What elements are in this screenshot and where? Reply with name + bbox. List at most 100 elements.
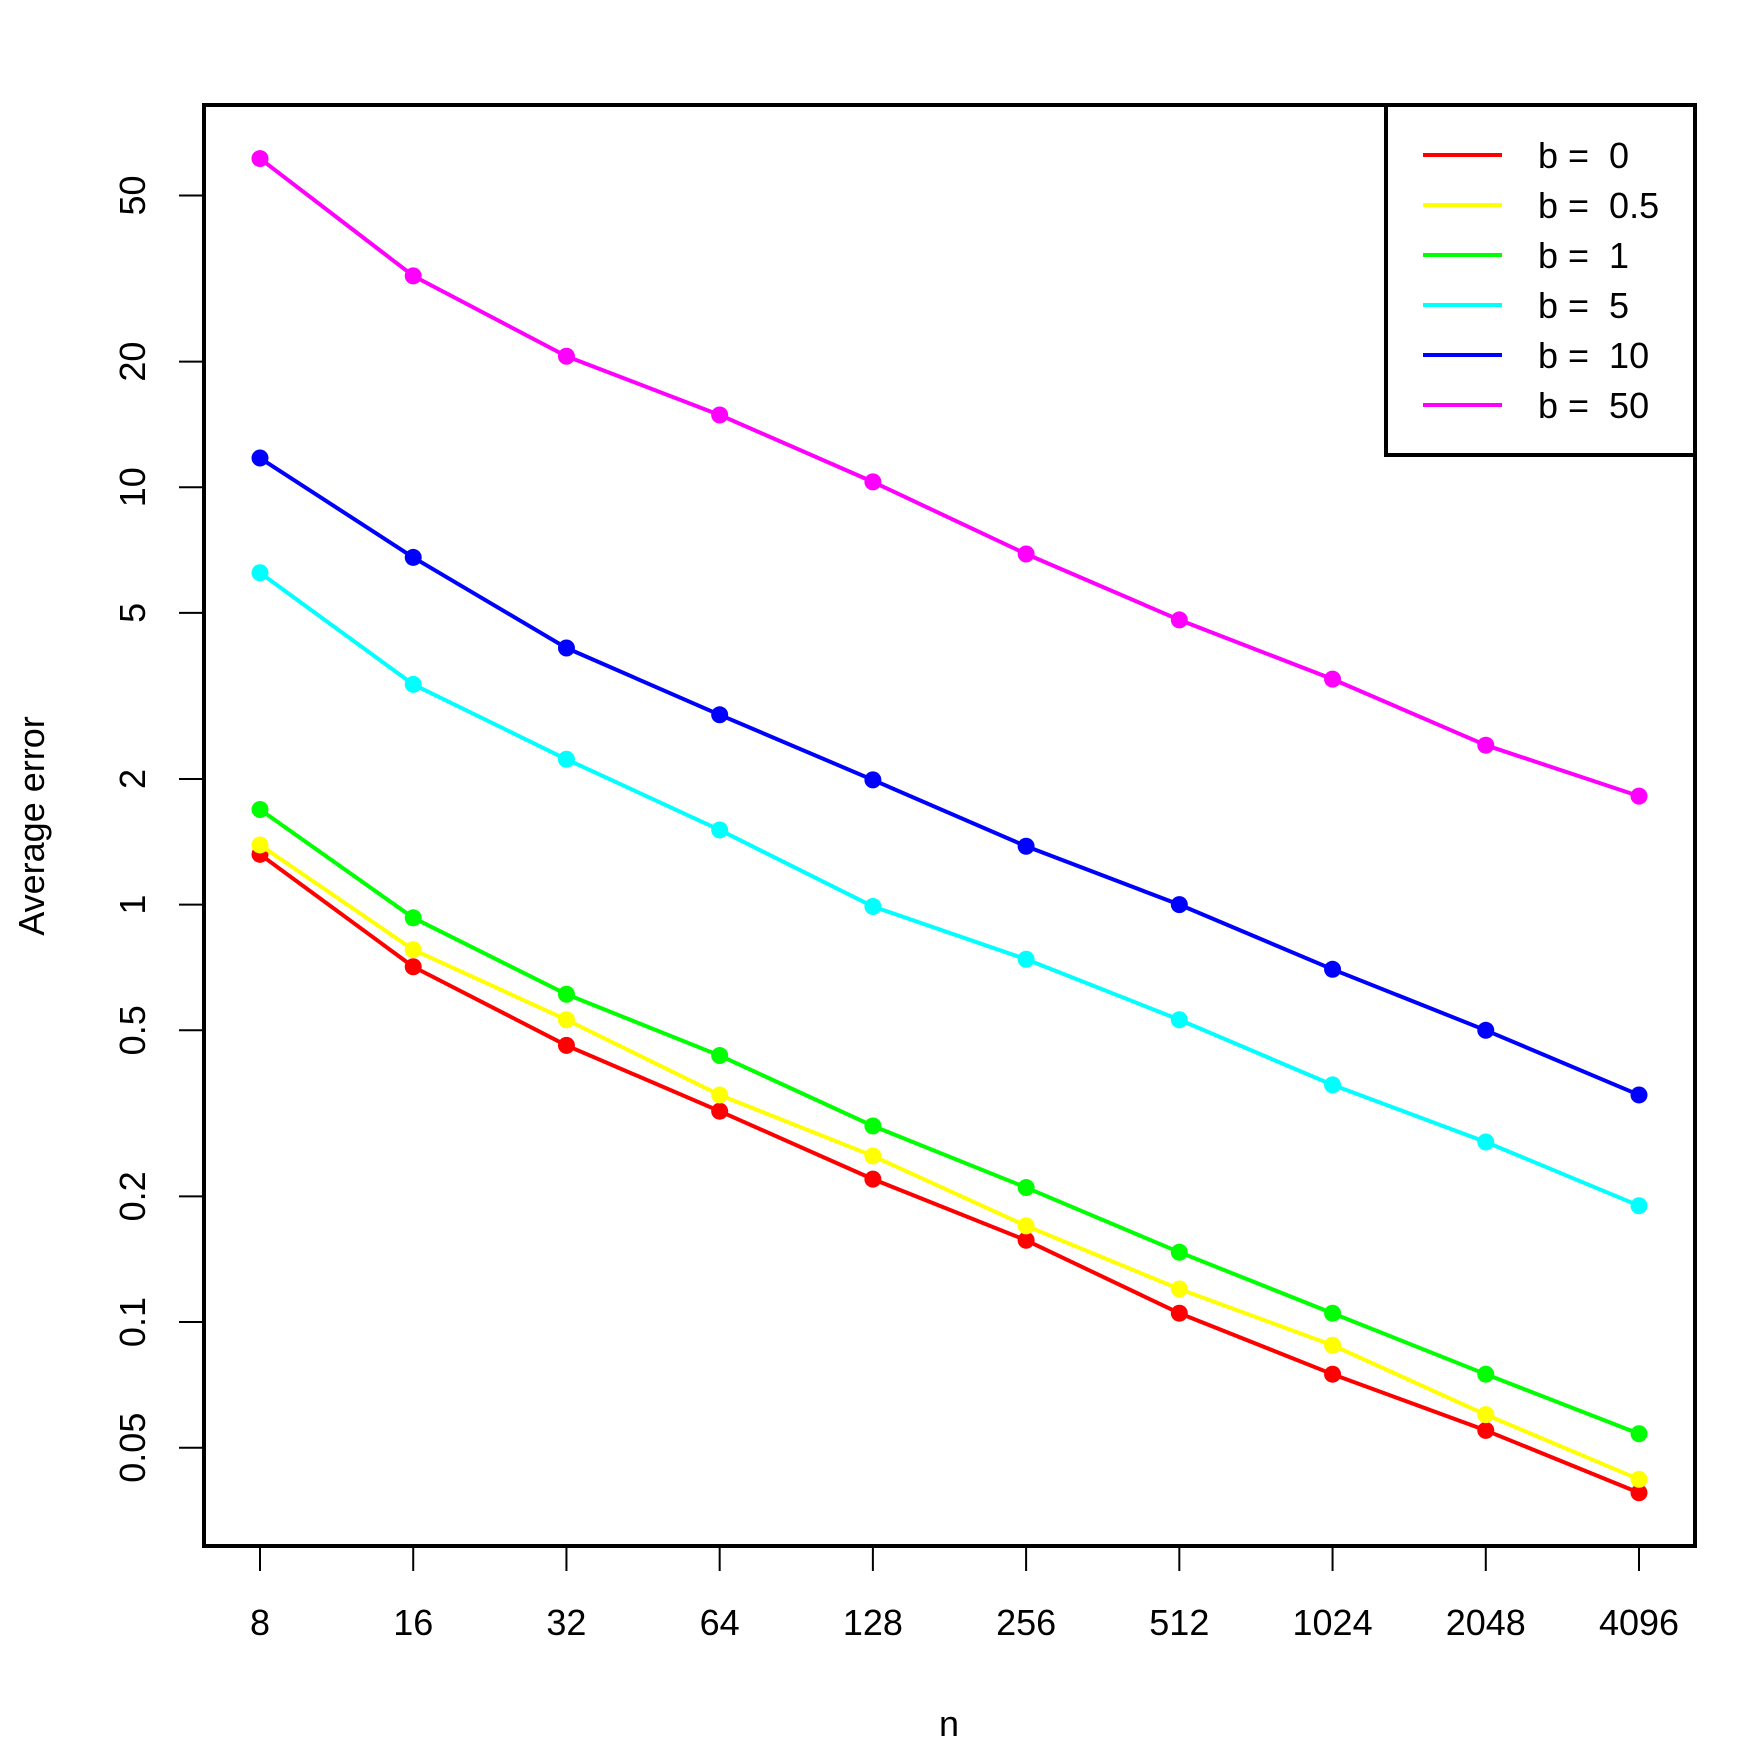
data-point [864, 1147, 882, 1165]
data-point [557, 985, 575, 1003]
data-point [864, 1117, 882, 1135]
series-line [258, 456, 1640, 1097]
data-point [404, 267, 422, 285]
series-line [258, 156, 1640, 798]
data-point [1477, 1421, 1495, 1439]
data-point [1630, 1484, 1648, 1502]
x-axis-label: n [939, 1703, 959, 1744]
data-point [1017, 545, 1035, 563]
data-point [1170, 896, 1188, 914]
data-point [557, 639, 575, 657]
data-point [251, 150, 269, 168]
series-line [258, 852, 1640, 1495]
data-point [1170, 611, 1188, 629]
plot-frame [202, 103, 1697, 1548]
data-point [711, 406, 729, 424]
data-point [864, 897, 882, 915]
data-point [1630, 1197, 1648, 1215]
legend-label: b = 10 [1538, 335, 1649, 376]
y-axis: 0.05 0.1 0.2 0.5 1 2 5 10 20 50 [112, 175, 204, 1483]
y-tick-label: 5 [112, 603, 153, 623]
data-point [711, 821, 729, 839]
data-point [557, 1011, 575, 1029]
data-point [557, 347, 575, 365]
y-axis-label: Average error [11, 716, 52, 935]
data-point [1477, 736, 1495, 754]
data-point [1170, 1243, 1188, 1261]
data-point [1630, 1470, 1648, 1488]
data-point [557, 1036, 575, 1054]
data-point [1170, 1011, 1188, 1029]
data-point [1170, 1304, 1188, 1322]
series-3 [251, 564, 1648, 1215]
data-point [711, 706, 729, 724]
series-1 [251, 836, 1648, 1488]
legend-label: b = 1 [1538, 235, 1629, 276]
x-tick-label: 8 [250, 1602, 270, 1643]
y-tick-label: 50 [112, 175, 153, 215]
data-point [404, 909, 422, 927]
data-point [711, 1086, 729, 1104]
data-point [557, 750, 575, 768]
y-tick-label: 0.2 [112, 1171, 153, 1221]
data-point [1324, 1336, 1342, 1354]
data-point [1630, 787, 1648, 805]
data-point [864, 771, 882, 789]
data-point [1477, 1133, 1495, 1151]
series-2 [251, 801, 1648, 1443]
plot-area [251, 150, 1648, 1502]
data-point [1324, 1076, 1342, 1094]
data-point [1477, 1365, 1495, 1383]
series-line [258, 807, 1640, 1436]
data-point [1017, 1231, 1035, 1249]
data-point [251, 564, 269, 582]
data-point [1170, 1280, 1188, 1298]
data-point [1630, 1425, 1648, 1443]
data-point [404, 548, 422, 566]
data-point [404, 675, 422, 693]
legend-label: b = 0.5 [1538, 185, 1659, 226]
data-point [251, 449, 269, 467]
legend-box [1384, 103, 1697, 457]
series-line [258, 843, 1640, 1482]
data-point [1324, 1304, 1342, 1322]
data-point [711, 1102, 729, 1120]
series-4 [251, 449, 1648, 1104]
x-tick-label: 2048 [1446, 1602, 1526, 1643]
y-tick-label: 10 [112, 467, 153, 507]
y-tick-label: 2 [112, 769, 153, 789]
legend-label: b = 0 [1538, 135, 1629, 176]
data-point [1477, 1021, 1495, 1039]
data-point [1017, 1217, 1035, 1235]
x-tick-label: 64 [700, 1602, 740, 1643]
data-point [711, 1047, 729, 1065]
x-tick-label: 4096 [1599, 1602, 1679, 1643]
series-0 [251, 845, 1648, 1502]
series-line [258, 571, 1640, 1208]
y-tick-label: 1 [112, 895, 153, 915]
y-tick-label: 0.5 [112, 1005, 153, 1055]
data-point [1324, 1365, 1342, 1383]
data-point [1477, 1406, 1495, 1424]
data-point [1324, 670, 1342, 688]
data-point [404, 941, 422, 959]
data-point [251, 801, 269, 819]
data-point [404, 958, 422, 976]
data-point [864, 1170, 882, 1188]
data-point [864, 473, 882, 491]
series-5 [251, 150, 1648, 805]
x-tick-label: 32 [546, 1602, 586, 1643]
x-tick-label: 128 [843, 1602, 903, 1643]
y-tick-label: 0.05 [112, 1413, 153, 1483]
data-point [1324, 960, 1342, 978]
x-tick-label: 16 [393, 1602, 433, 1643]
data-point [1630, 1086, 1648, 1104]
legend-label: b = 50 [1538, 385, 1649, 426]
y-tick-label: 20 [112, 342, 153, 382]
y-tick-label: 0.1 [112, 1297, 153, 1347]
data-point [1017, 837, 1035, 855]
data-point [1017, 950, 1035, 968]
x-tick-label: 1024 [1293, 1602, 1373, 1643]
x-tick-label: 256 [996, 1602, 1056, 1643]
